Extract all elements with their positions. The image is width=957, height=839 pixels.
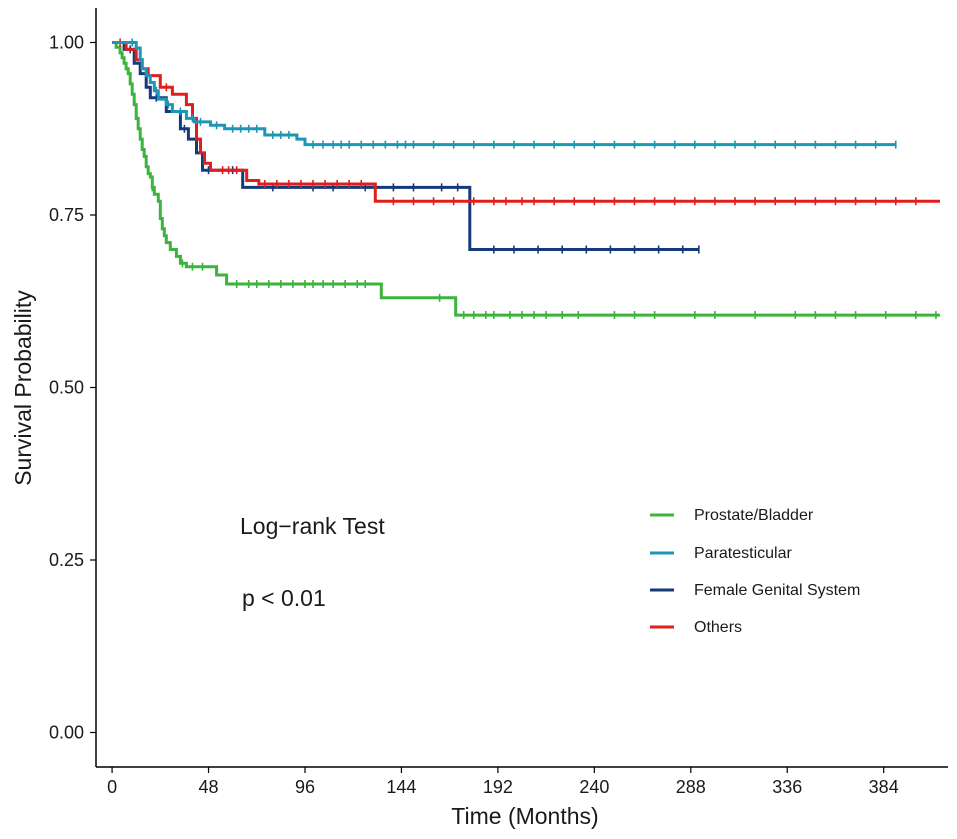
x-tick-label: 384 xyxy=(869,777,899,797)
survival-curve-prostate-bladder xyxy=(112,41,940,317)
x-tick-label: 144 xyxy=(386,777,416,797)
x-tick-label: 48 xyxy=(199,777,219,797)
p-value-label: p < 0.01 xyxy=(242,585,326,611)
axes-group: 0 48 96 144 192 240 288 336 384 0.00 0.25 0.50 0.75 1… xyxy=(49,8,948,797)
x-axis-title: Time (Months) xyxy=(451,803,598,829)
x-tick-label: 0 xyxy=(107,777,117,797)
x-tick-label: 288 xyxy=(676,777,706,797)
legend-label-paratesticular: Paratesticular xyxy=(694,545,792,562)
x-tick-label: 240 xyxy=(579,777,609,797)
survival-curve-paratesticular xyxy=(112,41,896,147)
x-tick-label: 192 xyxy=(483,777,513,797)
y-tick-label: 0.75 xyxy=(49,205,84,225)
y-tick-label: 1.00 xyxy=(49,33,84,53)
y-tick-label: 0.00 xyxy=(49,723,84,743)
x-tick-label: 96 xyxy=(295,777,315,797)
y-tick-label: 0.50 xyxy=(49,378,84,398)
series-paratesticular xyxy=(112,38,897,149)
log-rank-test-label: Log−rank Test xyxy=(240,513,385,539)
series-female-genital-system xyxy=(112,41,700,254)
legend-label-female-genital-system: Female Genital System xyxy=(694,582,860,599)
legend-label-prostate-bladder: Prostate/Bladder xyxy=(694,507,814,524)
survival-curve-female-genital-system xyxy=(112,41,699,251)
survival-curve-others xyxy=(112,41,940,203)
legend-label-others: Others xyxy=(694,619,742,636)
series-prostate-bladder xyxy=(112,41,940,320)
y-tick-label: 0.25 xyxy=(49,550,84,570)
survival-curves xyxy=(112,38,940,320)
y-axis-title: Survival Probability xyxy=(10,290,36,486)
legend: Prostate/Bladder Paratesticular Female G… xyxy=(650,507,860,636)
series-others xyxy=(112,38,940,206)
x-tick-label: 336 xyxy=(772,777,802,797)
chart-labels: Time (Months) Survival Probability Log−r… xyxy=(10,290,599,829)
